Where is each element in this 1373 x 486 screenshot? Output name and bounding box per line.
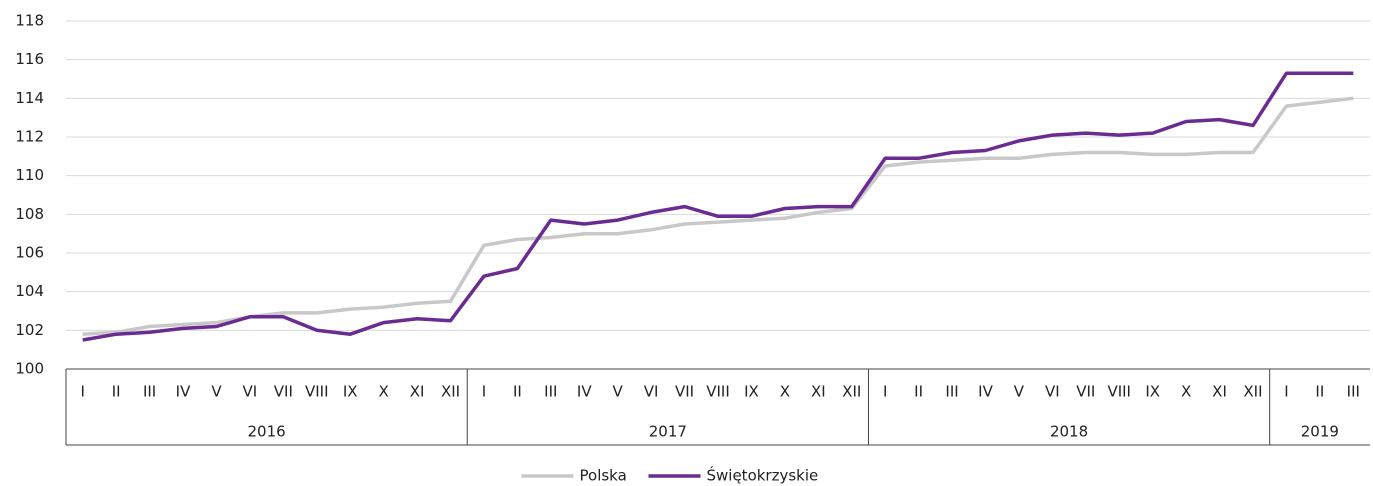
x-tick-label: IV [176, 383, 191, 401]
y-tick-label: 108 [15, 205, 44, 223]
x-tick-label: VI [243, 383, 258, 401]
y-tick-label: 118 [15, 12, 44, 30]
x-group-label: 2018 [1050, 423, 1088, 441]
x-tick-label: XI [1212, 383, 1227, 401]
x-group-label: 2019 [1301, 423, 1339, 441]
x-tick-label: IX [744, 383, 759, 401]
x-tick-label: IX [1145, 383, 1160, 401]
x-tick-label: XI [811, 383, 826, 401]
y-tick-label: 114 [15, 89, 44, 107]
x-tick-label: XII [842, 383, 861, 401]
y-tick-label: 100 [15, 360, 44, 378]
x-tick-label: VII [675, 383, 694, 401]
y-tick-label: 106 [15, 244, 44, 262]
x-tick-label: V [613, 383, 624, 401]
x-group-label: 2016 [248, 423, 286, 441]
x-tick-label: IV [978, 383, 993, 401]
x-tick-label: XII [1243, 383, 1262, 401]
x-tick-label: I [883, 383, 887, 401]
series-line [82, 96, 1354, 336]
x-tick-label: VI [644, 383, 659, 401]
x-group-label: 2017 [649, 423, 687, 441]
y-tick-label: 104 [15, 282, 44, 300]
x-tick-label: X [780, 383, 790, 401]
x-tick-label: III [945, 383, 958, 401]
x-tick-label: V [1014, 383, 1025, 401]
x-tick-label: VII [274, 383, 293, 401]
x-tick-label: II [112, 383, 121, 401]
y-tick-label: 110 [15, 166, 44, 184]
legend-label: Świętokrzyskie [707, 466, 819, 485]
x-tick-label: XII [441, 383, 460, 401]
x-tick-label: V [211, 383, 222, 401]
x-tick-label: III [544, 383, 557, 401]
x-tick-label: X [379, 383, 389, 401]
x-tick-label: IV [577, 383, 592, 401]
legend-label: Polska [580, 467, 627, 485]
x-tick-label: X [1181, 383, 1191, 401]
y-tick-label: 116 [15, 50, 44, 68]
x-tick-label: VIII [1107, 383, 1131, 401]
x-tick-label: XI [410, 383, 425, 401]
x-tick-label: III [1347, 383, 1360, 401]
x-tick-label: VIII [305, 383, 329, 401]
x-tick-label: I [482, 383, 486, 401]
x-tick-label: VII [1076, 383, 1095, 401]
x-tick-label: III [143, 383, 156, 401]
x-tick-label: VIII [706, 383, 730, 401]
x-tick-label: I [1284, 383, 1288, 401]
y-tick-label: 112 [15, 128, 44, 146]
x-tick-label: II [914, 383, 923, 401]
x-tick-label: II [513, 383, 522, 401]
x-tick-label: IX [343, 383, 358, 401]
x-tick-label: I [80, 383, 84, 401]
x-tick-label: VI [1045, 383, 1060, 401]
x-tick-label: II [1315, 383, 1324, 401]
series-line [82, 71, 1354, 342]
y-tick-label: 102 [15, 321, 44, 339]
